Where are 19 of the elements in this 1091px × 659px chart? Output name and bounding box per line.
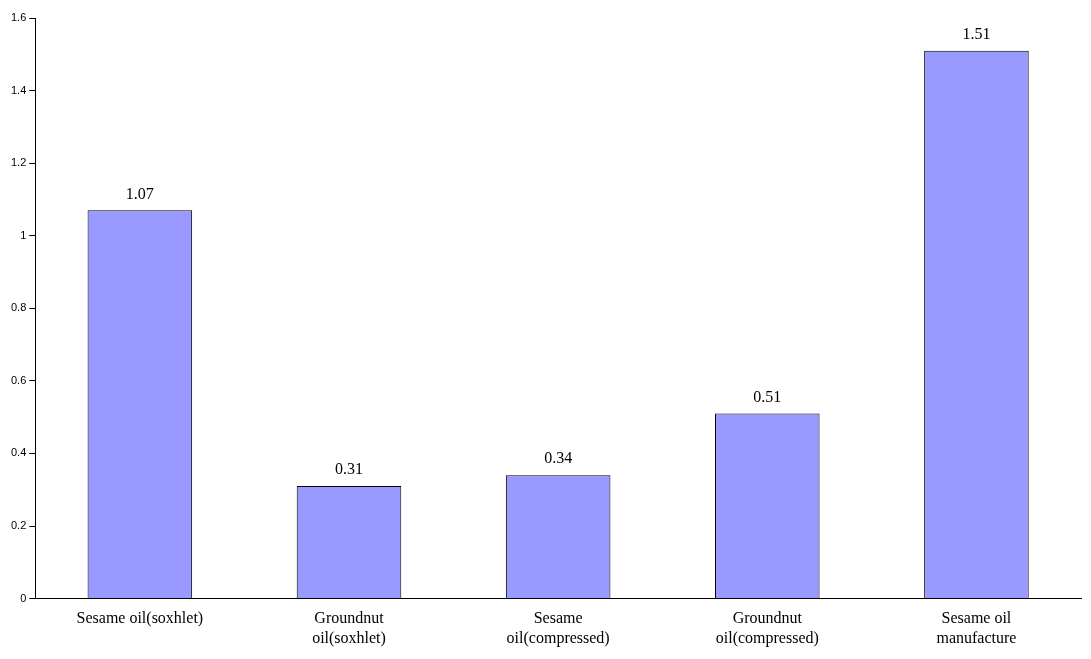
x-tick-label: Sesame oil(compressed) [506, 609, 610, 647]
y-tick-label: 1.6 [10, 11, 27, 24]
y-tick-label: 0.6 [10, 373, 27, 386]
data-label: 0.34 [544, 449, 573, 467]
x-tick-label: Groundnut oil(compressed) [715, 609, 819, 647]
y-tick-label: 0 [20, 591, 27, 604]
x-tick-label: Sesame oil manufacture [936, 609, 1017, 646]
data-label: 0.51 [753, 387, 782, 405]
y-tick-label: 1.2 [10, 156, 27, 169]
x-tick-label: Sesame oil(soxhlet) [76, 609, 204, 628]
y-tick-label: 1 [20, 228, 27, 241]
data-label: 0.31 [335, 460, 363, 478]
y-tick-label: 1.4 [10, 83, 27, 96]
data-label: 1.07 [125, 184, 154, 202]
y-tick-label: 0.2 [10, 519, 27, 532]
y-tick-label: 0.4 [10, 446, 27, 459]
y-tick-label: 0.8 [10, 301, 27, 314]
x-tick-label: Groundnut oil(soxhlet) [312, 609, 386, 647]
data-label: 1.51 [962, 24, 991, 42]
